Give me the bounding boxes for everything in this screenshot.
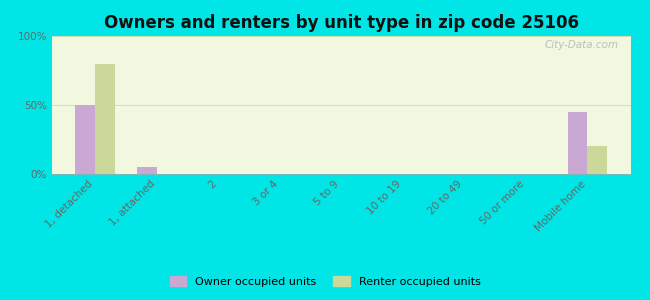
- Bar: [588, 146, 607, 174]
- Bar: [137, 167, 157, 174]
- Title: Owners and renters by unit type in zip code 25106: Owners and renters by unit type in zip c…: [104, 14, 578, 32]
- Bar: [95, 64, 115, 174]
- Legend: Owner occupied units, Renter occupied units: Owner occupied units, Renter occupied un…: [165, 272, 485, 291]
- Text: City-Data.com: City-Data.com: [545, 40, 619, 50]
- Bar: [567, 112, 588, 174]
- Bar: [75, 105, 95, 174]
